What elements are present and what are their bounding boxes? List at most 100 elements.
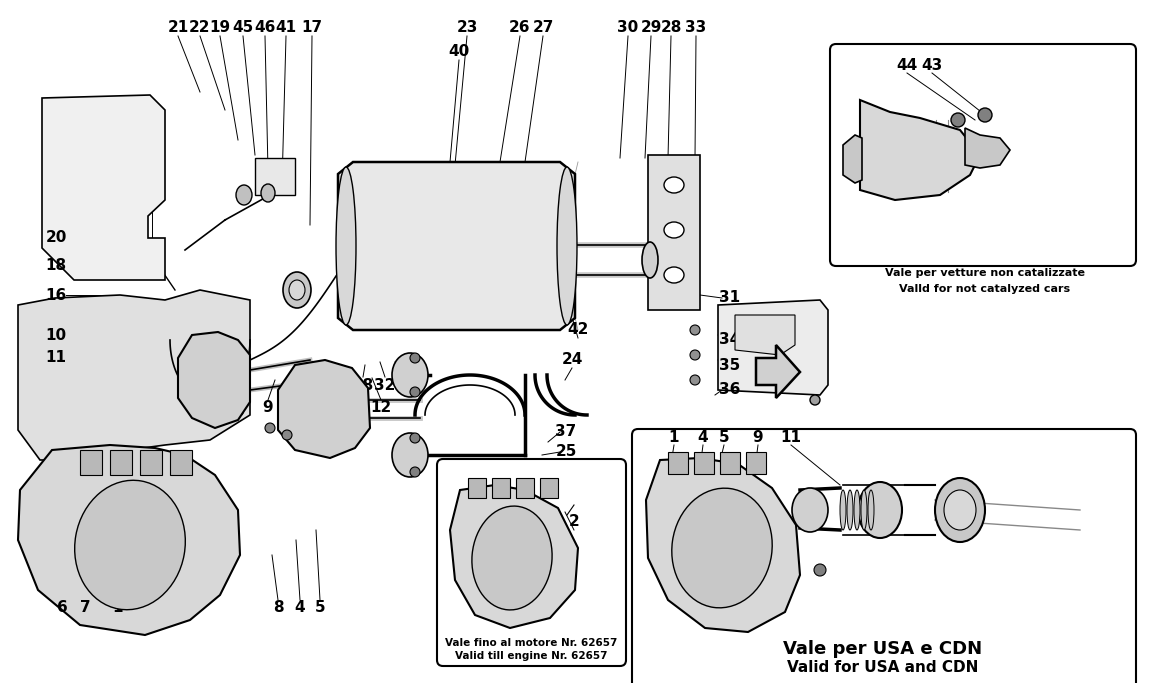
Text: 33: 33 xyxy=(685,20,706,36)
Ellipse shape xyxy=(792,488,828,532)
Polygon shape xyxy=(43,95,164,280)
Polygon shape xyxy=(278,360,370,458)
Text: 3: 3 xyxy=(522,529,532,544)
Ellipse shape xyxy=(861,490,867,530)
Text: 30: 30 xyxy=(618,20,638,36)
Text: 9: 9 xyxy=(753,430,764,445)
Text: 11: 11 xyxy=(46,350,67,365)
Text: 7: 7 xyxy=(79,600,91,615)
Text: Valid till engine Nr. 62657: Valid till engine Nr. 62657 xyxy=(454,651,607,661)
Text: 35: 35 xyxy=(720,357,741,372)
Bar xyxy=(81,450,102,475)
Text: 1: 1 xyxy=(113,600,123,615)
Ellipse shape xyxy=(858,482,902,538)
Bar xyxy=(540,478,558,498)
Ellipse shape xyxy=(289,280,305,300)
Bar xyxy=(746,452,766,474)
Text: 5: 5 xyxy=(719,430,729,445)
Text: 28: 28 xyxy=(660,20,682,36)
Polygon shape xyxy=(860,100,980,200)
Text: 18: 18 xyxy=(46,257,67,273)
Text: Vale per USA e CDN: Vale per USA e CDN xyxy=(783,640,982,658)
Text: 45: 45 xyxy=(232,20,254,36)
Ellipse shape xyxy=(868,490,874,530)
Ellipse shape xyxy=(283,272,310,308)
Polygon shape xyxy=(647,155,700,310)
Text: 14: 14 xyxy=(327,400,347,415)
Ellipse shape xyxy=(411,353,420,363)
Text: 19: 19 xyxy=(209,20,230,36)
Ellipse shape xyxy=(848,490,853,530)
Polygon shape xyxy=(338,162,575,330)
Text: 1: 1 xyxy=(669,430,680,445)
Bar xyxy=(668,452,688,474)
Ellipse shape xyxy=(336,167,356,325)
Polygon shape xyxy=(756,345,800,398)
Text: 4: 4 xyxy=(698,430,708,445)
Bar xyxy=(516,478,534,498)
Text: 25: 25 xyxy=(555,445,576,460)
Text: 1: 1 xyxy=(505,602,515,617)
Ellipse shape xyxy=(264,423,275,433)
Text: Valid for USA and CDN: Valid for USA and CDN xyxy=(788,660,979,675)
Text: 13: 13 xyxy=(283,400,304,415)
Bar xyxy=(693,452,714,474)
Ellipse shape xyxy=(236,185,252,205)
Text: 2: 2 xyxy=(568,514,580,529)
Text: 23: 23 xyxy=(457,20,477,36)
FancyBboxPatch shape xyxy=(632,429,1136,683)
Bar xyxy=(468,478,486,498)
Ellipse shape xyxy=(840,490,846,530)
Text: 31: 31 xyxy=(720,290,741,305)
Ellipse shape xyxy=(690,375,700,385)
Ellipse shape xyxy=(411,433,420,443)
Text: 26: 26 xyxy=(509,20,531,36)
Ellipse shape xyxy=(557,167,577,325)
Polygon shape xyxy=(646,458,800,632)
Ellipse shape xyxy=(261,184,275,202)
Bar xyxy=(492,478,509,498)
Text: Valld for not catalyzed cars: Valld for not catalyzed cars xyxy=(899,284,1071,294)
Text: 15: 15 xyxy=(305,400,325,415)
Text: 6: 6 xyxy=(56,600,68,615)
Ellipse shape xyxy=(944,490,976,530)
Text: 42: 42 xyxy=(567,322,589,337)
Text: 5: 5 xyxy=(315,600,325,615)
Ellipse shape xyxy=(935,478,986,542)
Text: 4: 4 xyxy=(294,600,305,615)
Text: 39: 39 xyxy=(397,378,417,393)
Ellipse shape xyxy=(75,480,185,610)
Text: 10: 10 xyxy=(46,328,67,342)
Bar xyxy=(720,452,739,474)
Bar xyxy=(110,450,132,475)
Text: 37: 37 xyxy=(555,425,576,439)
Ellipse shape xyxy=(854,490,860,530)
Ellipse shape xyxy=(664,222,684,238)
Ellipse shape xyxy=(392,433,428,477)
Text: 40: 40 xyxy=(448,44,469,59)
Text: 11: 11 xyxy=(781,430,802,445)
Text: 12: 12 xyxy=(370,400,392,415)
Text: 13: 13 xyxy=(348,400,369,415)
Polygon shape xyxy=(178,332,250,428)
Bar xyxy=(255,158,296,195)
Polygon shape xyxy=(718,300,828,395)
Ellipse shape xyxy=(282,430,292,440)
Ellipse shape xyxy=(411,387,420,397)
FancyBboxPatch shape xyxy=(437,459,626,666)
FancyBboxPatch shape xyxy=(830,44,1136,266)
Bar xyxy=(170,450,192,475)
Text: 43: 43 xyxy=(921,57,943,72)
Polygon shape xyxy=(735,315,795,355)
Text: 16: 16 xyxy=(45,288,67,303)
Text: 17: 17 xyxy=(301,20,322,36)
Polygon shape xyxy=(843,135,862,183)
Polygon shape xyxy=(18,445,240,635)
Text: 38: 38 xyxy=(352,378,374,393)
Text: 9: 9 xyxy=(262,400,274,415)
Bar xyxy=(140,450,162,475)
Ellipse shape xyxy=(951,113,965,127)
Ellipse shape xyxy=(642,242,658,278)
Polygon shape xyxy=(18,290,250,460)
Polygon shape xyxy=(450,485,578,628)
